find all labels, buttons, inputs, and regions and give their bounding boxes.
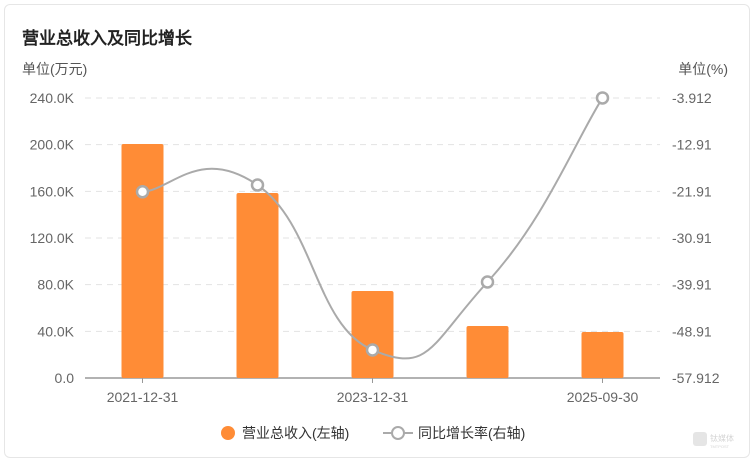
growth-point — [365, 343, 380, 357]
legend-bar-marker — [221, 426, 235, 440]
left-axis-unit: 单位(万元) — [22, 61, 87, 77]
right-axis-unit: 单位(%) — [678, 61, 728, 77]
left-axis-tick-label: 240.0K — [30, 90, 75, 106]
growth-point — [480, 275, 495, 289]
right-axis-tick-label: -39.91 — [672, 277, 712, 293]
x-axis-tick-label: 2021-12-31 — [107, 389, 179, 405]
growth-point — [135, 185, 150, 199]
legend-label: 同比增长率(右轴) — [418, 425, 525, 441]
x-axis-tick-label: 2023-12-31 — [337, 389, 409, 405]
right-axis-tick-label: -48.91 — [672, 323, 712, 339]
legend-label: 营业总收入(左轴) — [242, 425, 349, 441]
left-axis-tick-label: 200.0K — [30, 137, 75, 153]
growth-point — [250, 178, 265, 192]
svg-text:TMTPOST: TMTPOST — [710, 444, 730, 449]
legend-point-marker — [391, 426, 405, 440]
right-axis-tick-label: -21.91 — [672, 183, 712, 199]
legend: 营业总收入(左轴) 同比增长率(右轴) — [221, 425, 525, 441]
left-axis-tick-label: 80.0K — [37, 277, 74, 293]
right-axis-tick-label: -30.91 — [672, 230, 712, 246]
bar — [236, 192, 279, 378]
right-axis-tick-label: -12.91 — [672, 137, 712, 153]
bar — [581, 332, 624, 378]
legend-item-revenue[interactable]: 营业总收入(左轴) — [221, 425, 349, 441]
bar — [121, 143, 164, 378]
bar — [351, 290, 394, 378]
left-axis-tick-label: 160.0K — [30, 183, 75, 199]
right-axis-tick-label: -3.912 — [672, 90, 712, 106]
growth-point — [595, 91, 610, 105]
left-axis-tick-label: 40.0K — [37, 323, 74, 339]
svg-text:钛媒体: 钛媒体 — [710, 433, 734, 443]
left-axis-tick-label: 120.0K — [30, 230, 75, 246]
chart-title: 营业总收入及同比增长 — [22, 29, 192, 48]
right-axis-tick-label: -57.912 — [672, 370, 720, 386]
x-axis-tick-label: 2025-09-30 — [567, 389, 639, 405]
watermark-logo: 钛媒体 TMTPOST — [693, 432, 734, 449]
legend-item-growth[interactable]: 同比增长率(右轴) — [383, 425, 525, 441]
left-axis-tick-label: 0.0 — [55, 370, 75, 386]
bar — [466, 325, 509, 378]
